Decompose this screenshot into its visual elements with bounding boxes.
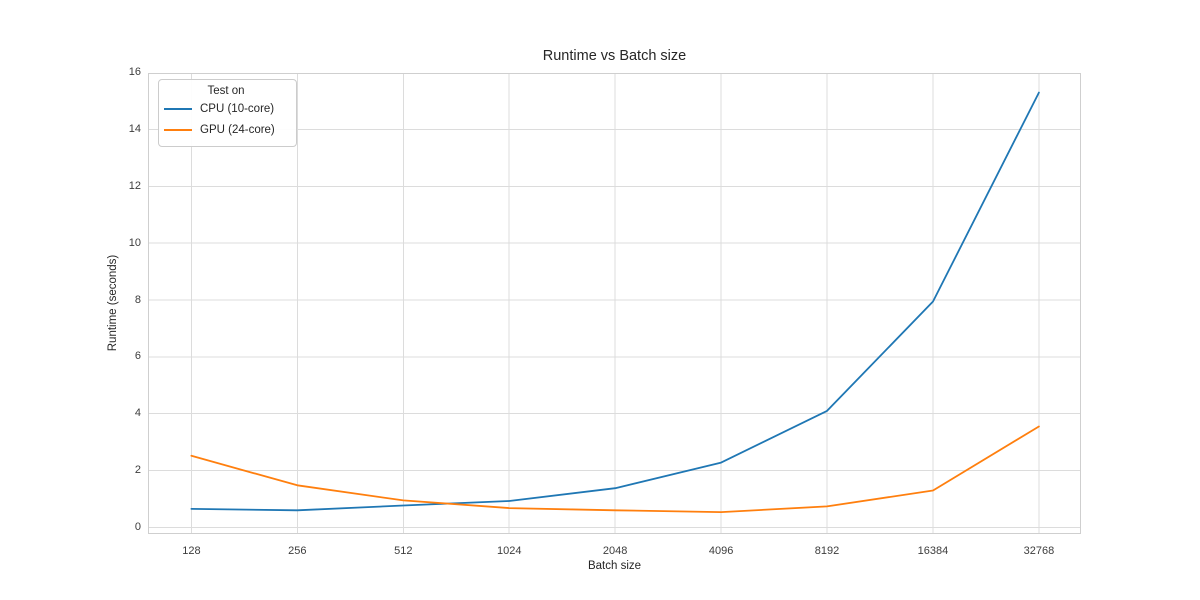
x-axis-label: Batch size	[587, 560, 642, 572]
legend-entries: CPU (10-core) GPU (24-core)	[164, 99, 288, 140]
chart-title: Runtime vs Batch size	[542, 48, 687, 64]
legend-label: CPU (10-core)	[200, 103, 275, 116]
x-tick-label: 1024	[496, 545, 522, 557]
x-tick-label: 2048	[602, 545, 628, 557]
legend: Test on CPU (10-core) GPU (24-core)	[158, 79, 297, 147]
y-tick-label: 14	[128, 123, 141, 136]
x-tick-label: 8192	[814, 545, 840, 557]
y-tick-label: 6	[134, 350, 141, 363]
legend-title: Test on	[207, 85, 245, 97]
y-tick-label: 4	[134, 407, 141, 420]
plot-area	[148, 73, 1081, 534]
y-tick-label: 16	[128, 66, 141, 79]
legend-line-swatch	[164, 128, 192, 131]
legend-line-swatch	[164, 108, 192, 111]
plot-frame	[148, 73, 1081, 534]
y-tick-label: 2	[134, 464, 141, 477]
legend-entry: GPU (24-core)	[164, 120, 288, 141]
x-tick-label: 32768	[1023, 545, 1055, 557]
y-tick-label: 0	[134, 520, 141, 533]
legend-entry: CPU (10-core)	[164, 99, 288, 120]
x-tick-label: 16384	[917, 545, 949, 557]
y-tick-label: 10	[128, 236, 141, 249]
y-tick-label: 12	[128, 179, 141, 192]
x-tick-label: 4096	[708, 545, 734, 557]
x-tick-label: 128	[182, 545, 201, 557]
x-tick-label: 256	[288, 545, 307, 557]
x-tick-label: 512	[394, 545, 413, 557]
y-tick-label: 8	[134, 293, 141, 306]
series-line-gpu-24-core-	[190, 425, 1040, 514]
series-line-cpu-10-core-	[190, 91, 1040, 512]
legend-label: GPU (24-core)	[200, 123, 275, 136]
